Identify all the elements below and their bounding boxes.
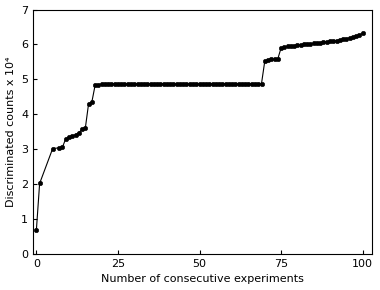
X-axis label: Number of consecutive experiments: Number of consecutive experiments xyxy=(101,274,304,284)
Y-axis label: Discriminated counts x 10⁴: Discriminated counts x 10⁴ xyxy=(6,57,16,207)
